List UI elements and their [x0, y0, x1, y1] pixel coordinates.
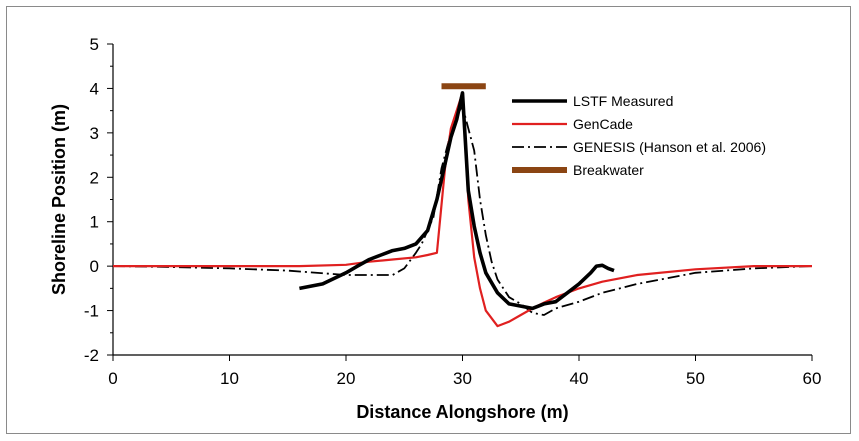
legend: LSTF Measured GenCade GENESIS (Hanson et a…	[512, 93, 766, 178]
legend-label: Breakwater	[573, 162, 644, 178]
x-tick-label: 20	[337, 369, 356, 388]
series-layer	[112, 83, 813, 328]
legend-label: GenCade	[573, 116, 633, 132]
y-tick-label: 4	[90, 79, 99, 98]
x-tick-label: 0	[108, 369, 117, 388]
series-line-gencade	[113, 91, 812, 328]
y-tick-label: -2	[84, 346, 99, 365]
y-axis-title: Shoreline Position (m)	[49, 104, 69, 295]
x-tick-label: 50	[686, 369, 705, 388]
y-tick-label: 0	[90, 257, 99, 276]
y-tick-label: -1	[84, 302, 99, 321]
x-axis-title: Distance Alongshore (m)	[356, 402, 568, 422]
y-tick-label: 1	[90, 213, 99, 232]
x-tick-label: 10	[220, 369, 239, 388]
series-line-genesis-hanson-et-al-2006	[112, 105, 813, 316]
y-tick-label: 3	[90, 124, 99, 143]
x-tick-label: 30	[453, 369, 472, 388]
legend-label: GENESIS (Hanson et al. 2006)	[573, 139, 766, 155]
x-tick-label: 60	[803, 369, 822, 388]
y-tick-label: 2	[90, 168, 99, 187]
chart-frame: -2 -1 0 1 2 3 4 5 0 10 20 30 40 50 60 LSTF Measured Gen…	[6, 6, 851, 434]
series-line-lstf-measured	[299, 91, 615, 311]
y-tick-label: 5	[90, 35, 99, 54]
legend-label: LSTF Measured	[573, 93, 673, 109]
x-tick-label: 40	[570, 369, 589, 388]
